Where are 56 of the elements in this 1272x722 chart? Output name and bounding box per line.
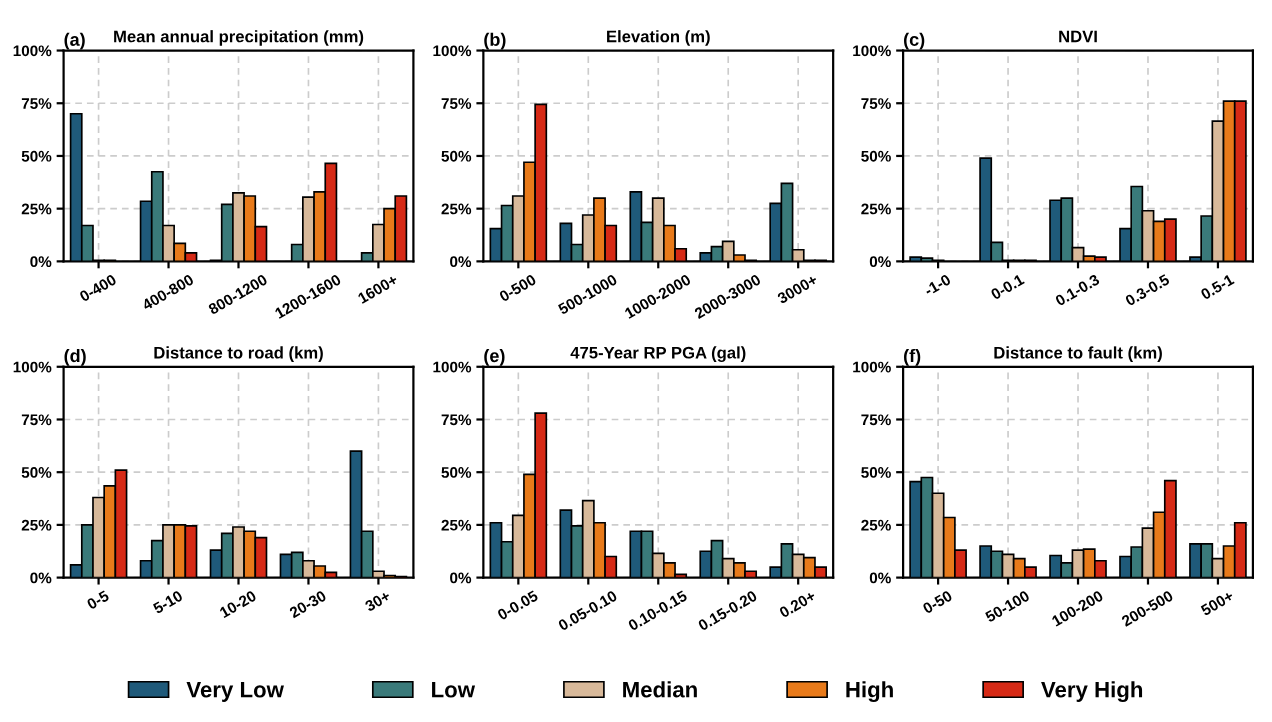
y-tick-label: 25% bbox=[861, 519, 891, 531]
legend-label: Low bbox=[432, 682, 476, 698]
x-tick-label: 0-5 bbox=[86, 589, 110, 610]
y-tick-label: 75% bbox=[21, 414, 52, 426]
y-tick-label: 75% bbox=[861, 414, 891, 426]
y-tick-label: 0% bbox=[450, 256, 472, 268]
chart-title: 475-Year RP PGA (gal) bbox=[570, 346, 746, 362]
y-tick-label: 50% bbox=[441, 467, 472, 478]
y-tick-label: 100% bbox=[853, 361, 891, 373]
y-tick-label: 0% bbox=[869, 572, 891, 584]
legend-label: High bbox=[846, 681, 893, 702]
y-tick-label: 100% bbox=[433, 45, 472, 57]
chart-title: Elevation (m) bbox=[607, 30, 710, 46]
y-tick-label: 25% bbox=[441, 519, 472, 531]
chart-title: NDVI bbox=[1059, 30, 1097, 43]
y-tick-label: 50% bbox=[441, 150, 472, 162]
y-tick-label: 0% bbox=[30, 256, 52, 268]
y-tick-label: 0% bbox=[450, 572, 472, 584]
text: (c) bbox=[904, 32, 925, 50]
y-tick-label: 50% bbox=[861, 150, 891, 162]
y-tick-label: 25% bbox=[441, 203, 472, 215]
y-tick-label: 25% bbox=[861, 203, 891, 215]
x-tick-label: 0-50 bbox=[922, 590, 953, 615]
text: (e) bbox=[484, 348, 505, 366]
x-tick-label: 5-10 bbox=[152, 590, 184, 615]
text: (a) bbox=[64, 32, 85, 50]
y-tick-label: 50% bbox=[21, 467, 52, 478]
text: (d) bbox=[64, 348, 86, 366]
y-tick-label: 100% bbox=[13, 45, 52, 57]
chart-title: Distance to road (km) bbox=[154, 346, 323, 362]
y-tick-label: 50% bbox=[861, 467, 891, 478]
y-tick-label: 75% bbox=[441, 98, 472, 109]
chart-title: Distance to fault (km) bbox=[994, 346, 1162, 362]
x-tick-label: 0-0.1 bbox=[990, 273, 1025, 300]
text: (f) bbox=[904, 348, 921, 366]
x-tick-label: 0.20+ bbox=[778, 590, 817, 619]
y-tick-label: 25% bbox=[21, 203, 52, 215]
y-tick-label: 100% bbox=[853, 45, 891, 57]
text: (b) bbox=[484, 32, 506, 50]
x-tick-label: 30+ bbox=[364, 590, 392, 612]
legend-label: Very Low bbox=[186, 682, 284, 702]
x-tick-label: 0.5-1 bbox=[1200, 273, 1235, 300]
y-tick-label: 50% bbox=[21, 150, 52, 162]
x-tick-label: 500+ bbox=[1200, 590, 1235, 617]
y-tick-label: 100% bbox=[433, 361, 472, 373]
y-tick-label: 75% bbox=[21, 98, 52, 109]
x-tick-label: -1-0 bbox=[923, 273, 952, 297]
y-tick-label: 25% bbox=[21, 519, 52, 531]
chart-title: Mean annual precipitation (mm) bbox=[114, 30, 364, 46]
y-tick-label: 0% bbox=[869, 256, 891, 268]
y-tick-label: 100% bbox=[13, 361, 52, 373]
y-tick-label: 75% bbox=[861, 98, 891, 109]
legend-label: Very High bbox=[1041, 681, 1143, 702]
y-tick-label: 0% bbox=[30, 572, 52, 584]
y-tick-label: 75% bbox=[441, 414, 472, 426]
legend-label: Median bbox=[623, 681, 697, 698]
